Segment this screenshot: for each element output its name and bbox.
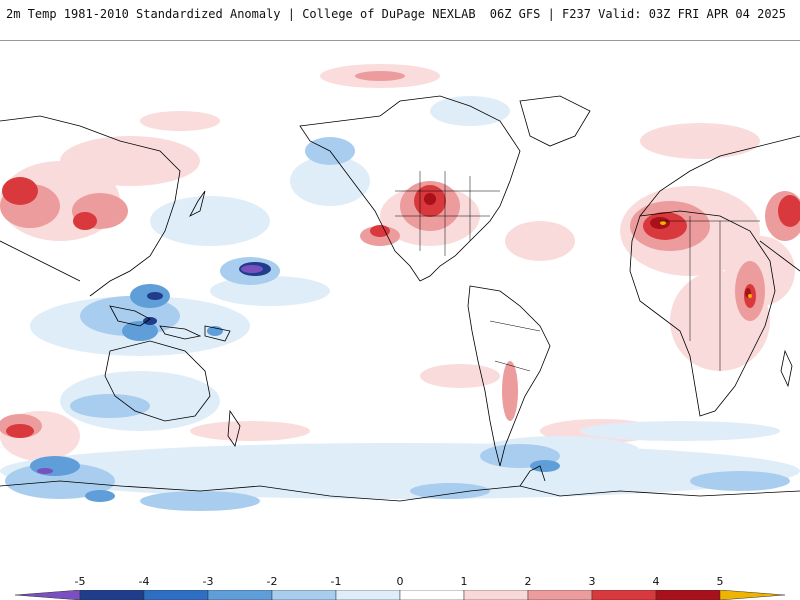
colorbar-label: 2 — [524, 575, 532, 588]
colorbar-segment — [207, 590, 273, 600]
political-borders — [395, 171, 760, 372]
colorbar-segment — [335, 590, 401, 600]
colorbar: -5 -4 -3 -2 -1 0 1 2 3 4 5 — [0, 568, 800, 600]
map-header: 2m Temp 1981-2010 Standardized Anomaly |… — [0, 0, 800, 41]
coastlines — [0, 95, 800, 502]
colorbar-label: 4 — [652, 575, 660, 588]
colorbar-label: -5 — [74, 575, 86, 588]
colorbar-label: 3 — [588, 575, 596, 588]
colorbar-label: -4 — [138, 575, 150, 588]
anomaly-map — [0, 41, 800, 516]
warm-anomaly-peak — [660, 221, 752, 298]
colorbar-segment — [271, 590, 337, 600]
colorbar-segment — [719, 590, 786, 600]
colorbar-label: -3 — [202, 575, 214, 588]
colorbar-label: 5 — [716, 575, 724, 588]
colorbar-segment — [399, 590, 465, 600]
colorbar-segment — [527, 590, 593, 600]
colorbar-segment — [143, 590, 209, 600]
colorbar-segment — [14, 590, 81, 600]
map-svg — [0, 41, 800, 516]
colorbar-label: -2 — [266, 575, 278, 588]
model-run-info: 06Z GFS | F237 Valid: 03Z FRI APR 04 202… — [489, 7, 786, 21]
colorbar-segment — [79, 590, 145, 600]
map-title: 2m Temp 1981-2010 Standardized Anomaly |… — [6, 7, 476, 21]
colorbar-segment — [591, 590, 657, 600]
colorbar-segment — [655, 590, 721, 600]
colorbar-label: 1 — [460, 575, 468, 588]
cool-anomaly-peak — [37, 265, 263, 474]
colorbar-bar — [14, 590, 786, 600]
colorbar-segment — [463, 590, 529, 600]
colorbar-label: 0 — [396, 575, 404, 588]
colorbar-label: -1 — [330, 575, 342, 588]
